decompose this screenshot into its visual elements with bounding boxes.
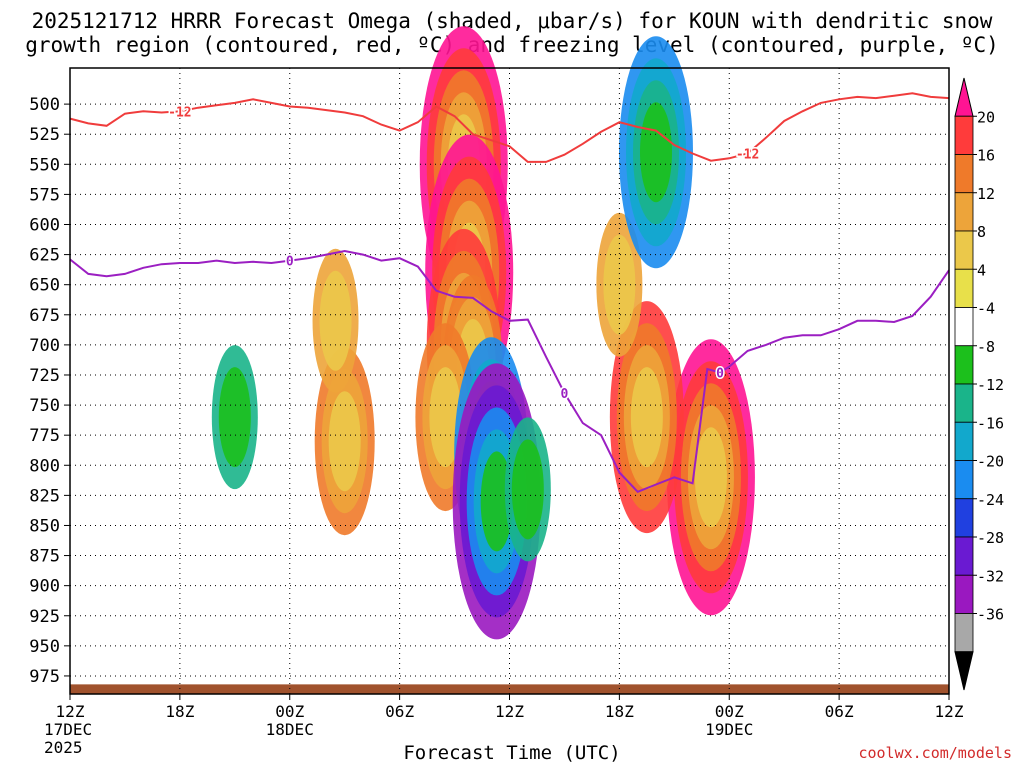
omega-cell-6-level-1 [480, 451, 513, 552]
colorbar-label-7: -12 [977, 376, 1004, 394]
y-tick-label-500: 500 [29, 95, 60, 115]
colorbar-label-10: -24 [977, 491, 1004, 509]
x-tick-label-36-0: 00Z [715, 702, 744, 721]
omega-cell-12-level-1 [640, 102, 672, 203]
y-tick-label-925: 925 [29, 607, 60, 627]
colorbar-label-8: -16 [977, 414, 1004, 432]
x-tick-label-36-1: 19DEC [705, 720, 753, 739]
colorbar-label-2: 12 [977, 185, 995, 203]
contour-label-1-0: -12 [168, 105, 191, 120]
y-tick-label-775: 775 [29, 426, 60, 446]
y-tick-label-550: 550 [29, 155, 60, 175]
colorbar-label-13: -36 [977, 606, 1004, 624]
omega-cell-9-level-1 [694, 427, 727, 528]
omega-cell-8-level-1 [319, 270, 352, 371]
colorbar-swatch-2 [954, 154, 974, 194]
omega-cell-4-level-1 [429, 367, 462, 468]
colorbar-label-4: 4 [977, 261, 986, 279]
y-tick-label-675: 675 [29, 306, 60, 326]
x-tick-label-0-2: 2025 [44, 738, 83, 757]
y-tick-label-575: 575 [29, 185, 60, 205]
omega-cell-11-level-1 [603, 234, 636, 335]
contour-layer: 0 0 0 -12 -12 [69, 92, 950, 493]
chart-title-line-1: 2025121712 HRRR Forecast Omega (shaded, … [31, 9, 993, 33]
colorbar-swatch-12 [954, 536, 974, 576]
y-tick-label-600: 600 [29, 216, 60, 236]
x-tick-label-24-0: 12Z [495, 702, 524, 721]
y-tick-label-725: 725 [29, 366, 60, 386]
x-tick-label-0-0: 12Z [56, 702, 85, 721]
colorbar-swatch-10 [954, 460, 974, 500]
colorbar-swatch-13 [954, 574, 974, 614]
colorbar-label-5: -4 [977, 300, 995, 318]
colorbar-swatch-9 [954, 421, 974, 461]
colorbar-swatch-5 [954, 268, 974, 308]
colorbar-label-9: -20 [977, 453, 1004, 471]
y-tick-label-950: 950 [29, 637, 60, 657]
omega-cell-10-level-1 [630, 367, 663, 468]
contour-line-freezing-level [69, 249, 950, 493]
terrain-fill [70, 684, 949, 694]
colorbar-swatch-14 [954, 613, 974, 653]
colorbar-label-6: -8 [977, 338, 995, 356]
y-tick-label-750: 750 [29, 396, 60, 416]
y-tick-label-525: 525 [29, 125, 60, 145]
colorbar-swatch-4 [954, 230, 974, 270]
colorbar-swatch-6 [954, 307, 974, 347]
colorbar-label-3: 8 [977, 223, 986, 241]
y-tick-label-650: 650 [29, 276, 60, 296]
colorbar-label-0: 20 [977, 108, 995, 126]
x-axis-label: Forecast Time (UTC) [403, 742, 621, 764]
y-tick-label-850: 850 [29, 516, 60, 536]
colorbar: 20 16 12 8 4 -4 -8 -12 -16 -20 -24 -28 -32 -36 [954, 77, 1004, 691]
y-tick-label-800: 800 [29, 456, 60, 476]
omega-shading-layer [211, 26, 755, 640]
y-tick-label-975: 975 [29, 667, 60, 687]
colorbar-swatch-7 [954, 345, 974, 385]
omega-cell-7-level-1 [328, 391, 361, 492]
x-tick-label-0-1: 17DEC [44, 720, 92, 739]
y-tick-label-875: 875 [29, 547, 60, 567]
contour-label-0-1: 0 [561, 387, 569, 402]
x-tick-label-12-0: 00Z [275, 702, 304, 721]
x-tick-label-12-1: 18DEC [266, 720, 314, 739]
x-tick-label-48-0: 12Z [935, 702, 964, 721]
colorbar-swatch-3 [954, 192, 974, 232]
x-tick-label-18-0: 06Z [385, 702, 414, 721]
y-tick-label-700: 700 [29, 336, 60, 356]
contour-label-0-0: 0 [286, 255, 294, 270]
y-tick-label-825: 825 [29, 486, 60, 506]
contour-label-1-1: -12 [736, 147, 759, 162]
x-tick-label-30-0: 18Z [605, 702, 634, 721]
chart-title-line-2: growth region (contoured, red, ºC) and f… [25, 33, 999, 57]
colorbar-swatch-bottom [954, 651, 974, 691]
terrain-layer [70, 684, 949, 694]
omega-cell-13-level-1 [218, 367, 251, 468]
y-axis-ticks: 500 525 550 575 600 625 650 675 700 725 750 775 800 8… [29, 95, 70, 687]
colorbar-swatch-11 [954, 498, 974, 538]
colorbar-swatch-top [954, 77, 974, 117]
colorbar-label-1: 16 [977, 147, 995, 165]
colorbar-swatch-8 [954, 383, 974, 423]
colorbar-swatch-1 [954, 115, 974, 155]
colorbar-label-11: -28 [977, 529, 1004, 547]
y-tick-label-625: 625 [29, 246, 60, 266]
contour-label-0-2: 0 [716, 367, 724, 382]
credit-text[interactable]: coolwx.com/models [858, 744, 1012, 762]
contour-line-dgz [69, 92, 950, 163]
y-tick-label-900: 900 [29, 577, 60, 597]
colorbar-label-12: -32 [977, 567, 1004, 585]
x-tick-label-6-0: 18Z [165, 702, 194, 721]
omega-cell-14-level-1 [511, 439, 544, 540]
x-tick-label-42-0: 06Z [825, 702, 854, 721]
